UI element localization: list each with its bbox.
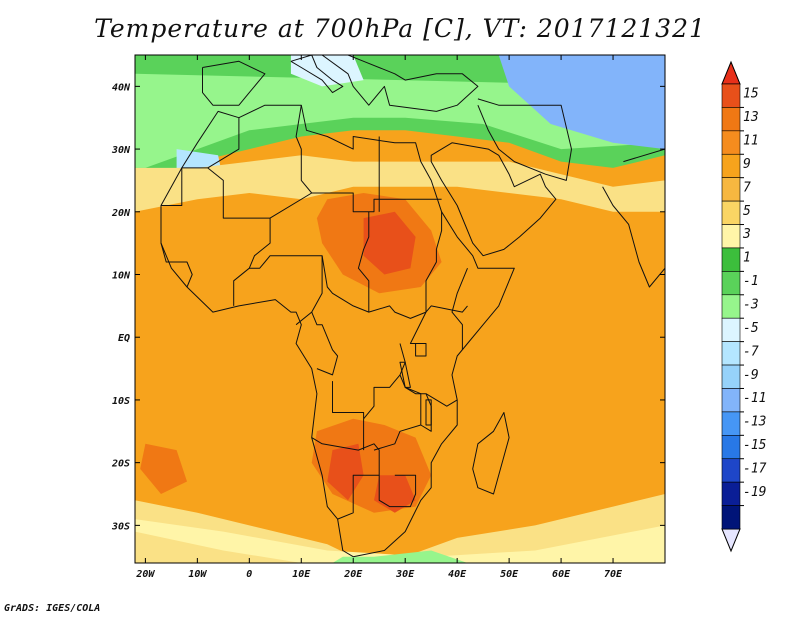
lat-tick-label: 20S xyxy=(111,459,130,470)
lat-tick-label: 40N xyxy=(112,82,131,93)
colorbar-swatch xyxy=(721,177,741,202)
lake-malawi xyxy=(425,399,432,426)
lon-tick-label: 20E xyxy=(343,569,363,580)
lake-tanganyika xyxy=(399,361,411,388)
colorbar-label: 1 xyxy=(743,251,751,266)
map-frame xyxy=(134,54,666,564)
lon-tick-label: 70E xyxy=(604,569,623,580)
colorbar-swatch xyxy=(721,130,741,155)
colorbar-label: -7 xyxy=(743,344,759,359)
colorbar-swatch xyxy=(721,107,741,132)
map-axes: 40N 30N 20N 10N EQ 10S 20S 30S 20W 10W 0 10E 20E 30E 4… xyxy=(111,55,665,580)
coastline-africa xyxy=(160,104,515,558)
country-border xyxy=(425,211,443,313)
colorbar-label: -15 xyxy=(743,438,767,453)
colorbar-swatch xyxy=(721,435,741,460)
coastline-india xyxy=(602,148,665,288)
country-border xyxy=(295,105,313,194)
colorbar-swatch xyxy=(721,271,741,296)
colorbar-top-arrow xyxy=(721,60,741,85)
colorbar-label: 3 xyxy=(742,227,751,242)
lon-tick-label: 60E xyxy=(552,569,571,580)
coastline-balkans-turkey xyxy=(321,55,479,112)
colorbar-label: -17 xyxy=(743,461,767,476)
colorbar-label: -9 xyxy=(743,368,759,383)
lat-tick-label: 10N xyxy=(112,271,131,282)
temperature-region-light-blue-middle-east xyxy=(498,55,665,150)
country-border xyxy=(311,437,380,520)
lat-tick-label: 30N xyxy=(111,145,131,156)
colorbar-label: -11 xyxy=(743,391,766,406)
temperature-region-green-southern-ocean xyxy=(332,550,468,563)
country-border xyxy=(321,255,468,319)
country-border xyxy=(207,117,240,169)
colorbar: 15 13 11 9 7 5 3 1 -1 -3 -5 -7 -9 -11 -13 -15 -17 -19 xyxy=(721,60,767,553)
colorbar-label: 11 xyxy=(743,134,759,149)
lon-tick-label: 0 xyxy=(246,569,252,580)
country-border xyxy=(363,374,401,420)
country-border xyxy=(311,311,339,376)
colorbar-swatch xyxy=(721,200,741,225)
lat-tick-label: 20N xyxy=(111,208,131,219)
country-border xyxy=(233,218,271,306)
colorbar-swatch xyxy=(721,294,741,319)
coastline-iran xyxy=(477,98,572,181)
colorbar-label: 9 xyxy=(743,157,751,172)
lon-tick-label: 30E xyxy=(395,569,415,580)
temperature-region-hot-core-sudan xyxy=(363,211,416,275)
temperature-region-light-yellow-south xyxy=(135,519,665,563)
colorbar-label: -19 xyxy=(743,485,766,500)
lake-victoria xyxy=(415,343,427,357)
country-border xyxy=(160,242,193,288)
country-border xyxy=(373,386,422,451)
colorbar-swatch xyxy=(721,388,741,413)
colorbar-bottom-arrow xyxy=(721,528,741,553)
colorbar-label: -1 xyxy=(743,274,759,289)
map-plot-area xyxy=(135,55,665,563)
colorbar-swatch xyxy=(721,317,741,342)
lon-tick-label: 20W xyxy=(135,569,155,580)
colorbar-label: -13 xyxy=(743,415,766,430)
lat-tick-label: EQ xyxy=(118,333,130,344)
lat-tick-label: 30S xyxy=(111,521,130,532)
lon-tick-label: 10E xyxy=(292,569,311,580)
colorbar-label: 15 xyxy=(743,87,759,102)
colorbar-label: 13 xyxy=(743,110,759,125)
lon-tick-label: 10W xyxy=(188,569,207,580)
country-border xyxy=(399,343,458,407)
colorbar-label: 7 xyxy=(743,180,751,195)
coastline-iberia xyxy=(202,60,266,106)
colorbar-swatch xyxy=(721,153,741,178)
colorbar-swatch xyxy=(721,458,741,483)
coastline-madagascar xyxy=(472,412,510,495)
country-border xyxy=(332,381,365,419)
colorbar-swatch xyxy=(721,364,741,389)
temperature-region-warm-pocket-atlantic xyxy=(140,443,187,494)
colorbar-swatch xyxy=(721,505,741,530)
country-border xyxy=(451,268,468,350)
lat-tick-label: 10S xyxy=(112,396,130,407)
colorbar-label: -5 xyxy=(743,321,759,336)
colorbar-swatch xyxy=(721,481,741,506)
country-border xyxy=(249,255,323,326)
country-border xyxy=(357,211,370,313)
colorbar-label: -3 xyxy=(743,298,759,313)
colorbar-swatch xyxy=(721,247,741,272)
temperature-region-cold-pocket-balkans xyxy=(290,55,364,87)
coastline-arabia xyxy=(430,142,557,257)
coastline-italy xyxy=(290,55,344,94)
temperature-region-hot-core-namibia xyxy=(327,443,364,501)
lon-tick-label: 50E xyxy=(500,569,519,580)
colorbar-swatch xyxy=(721,224,741,249)
lon-tick-label: 40E xyxy=(448,569,467,580)
colorbar-swatch xyxy=(721,411,741,436)
colorbar-swatch xyxy=(721,341,741,366)
colorbar-swatch xyxy=(721,83,741,108)
credit-text: GrADS: IGES/COLA xyxy=(4,603,101,614)
map-title: Temperature at 700hPa [C], VT: 201712132… xyxy=(94,14,706,43)
country-border xyxy=(378,474,417,508)
colorbar-label: 5 xyxy=(743,204,751,219)
